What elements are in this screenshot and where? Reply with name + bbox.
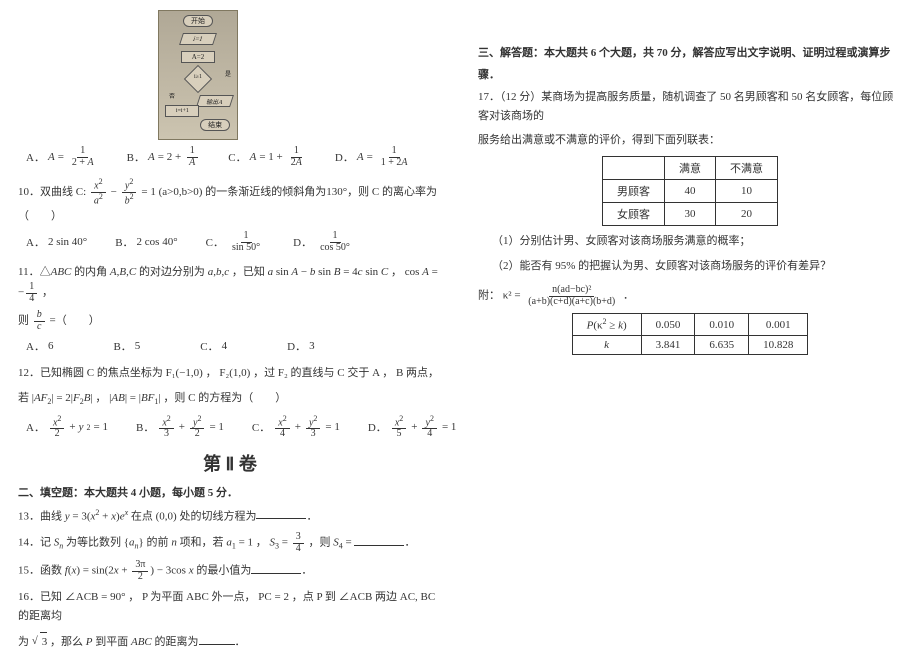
critical-table: P(κ2 ≥ k) 0.050 0.010 0.001 k 3.841 6.63… (572, 313, 809, 355)
q17-sub2: （2）能否有 95% 的把握认为男、女顾客对该商场服务的评价有差异？ (492, 257, 902, 276)
option-b: B．A = 2 + 1A (127, 146, 201, 168)
table-cell: 10.828 (749, 336, 808, 355)
option-d: D．A = 11 + 2A (335, 146, 413, 168)
option-b: B．2 cos 40° (115, 231, 177, 253)
flow-step: A=2 (181, 51, 215, 63)
contingency-table: 满意 不满意 男顾客 40 10 女顾客 30 20 (602, 156, 778, 226)
option-b: B．x23 + y22 = 1 (136, 415, 224, 440)
q14: 14．记 Sn 为等比数列 {an} 的前 n 项和，若 a1 = 1 ， S3… (18, 532, 442, 554)
option-c: C．x24 + y23 = 1 (252, 415, 340, 440)
section3-head-a: 三、解答题：本大题共 6 个大题，共 70 分，解答应写出文字说明、证明过程或演… (478, 44, 902, 60)
flowchart-figure: 开始 i=1 A=2 i≥1 是 否 输出A i=i+1 结束 (158, 10, 238, 140)
option-c: C．4 (200, 338, 227, 354)
q11-stem: 11．△ABC 的内角 A,B,C 的对边分别为 a,b,c ，已知 a sin… (18, 263, 442, 304)
table-cell (603, 157, 665, 180)
table-cell: 10 (716, 180, 778, 203)
option-b: B．5 (113, 338, 140, 354)
option-a: A．x22 + y2 = 1 (26, 415, 108, 440)
table-cell: 满意 (665, 157, 716, 180)
table-cell: 0.001 (749, 314, 808, 336)
option-a: A．6 (26, 338, 53, 354)
option-d: D．1cos 50° (293, 231, 355, 253)
flow-step: i=i+1 (165, 105, 199, 117)
option-a: A．2 sin 40° (26, 231, 87, 253)
q11-options: A．6 B．5 C．4 D．3 (26, 338, 442, 354)
option-a: A．A = 12 + A (26, 146, 99, 168)
table-cell: 0.050 (641, 314, 695, 336)
table-cell: 女顾客 (603, 203, 665, 226)
q9-options: A．A = 12 + A B．A = 2 + 1A C．A = 1 + 12A … (26, 146, 442, 168)
flow-end: 结束 (200, 119, 230, 131)
option-d: D．x25 + y24 = 1 (368, 415, 457, 440)
flow-no: 否 (169, 91, 175, 100)
right-column: 三、解答题：本大题共 6 个大题，共 70 分，解答应写出文字说明、证明过程或演… (460, 0, 920, 651)
q12-stem2: 若 |AF2| = 2|F2B| ， |AB| = |BF1| ，则 C 的方程… (18, 389, 442, 409)
table-cell: 不满意 (716, 157, 778, 180)
q12-options: A．x22 + y2 = 1 B．x23 + y22 = 1 C．x24 + y… (26, 415, 442, 440)
left-column: 开始 i=1 A=2 i≥1 是 否 输出A i=i+1 结束 A．A = 12… (0, 0, 460, 651)
flow-output: 输出A (196, 95, 234, 107)
option-d: D．3 (287, 338, 314, 354)
q16a: 16．已知 ∠ACB = 90° ， P 为平面 ABC 外一点， PC = 2… (18, 588, 442, 625)
section3-head-b: 骤． (478, 66, 902, 82)
q16b: 为 3 ，那么 P 到平面 ABC 的距离为． (18, 632, 442, 651)
q11-stem2: 则 bc =（ ） (18, 310, 442, 332)
section2-head: 二、填空题：本大题共 4 小题，每小题 5 分． (18, 484, 442, 500)
table-cell: P(κ2 ≥ k) (572, 314, 641, 336)
q10-options: A．2 sin 40° B．2 cos 40° C．1sin 50° D．1co… (26, 231, 442, 253)
q13: 13．曲线 y = 3(x2 + x)ex 在点 (0,0) 处的切线方程为． (18, 506, 442, 526)
q17-sub1: （1）分别估计男、女顾客对该商场服务满意的概率； (492, 232, 902, 251)
table-cell: 3.841 (641, 336, 695, 355)
part2-title: 第 Ⅱ 卷 (18, 450, 442, 476)
table-cell: k (572, 336, 641, 355)
table-cell: 0.010 (695, 314, 749, 336)
option-c: C．A = 1 + 12A (228, 146, 307, 168)
q17-line1: 17．（12 分）某商场为提高服务质量，随机调查了 50 名男顾客和 50 名女… (478, 88, 902, 125)
flow-step: i=1 (179, 33, 217, 45)
table-cell: 20 (716, 203, 778, 226)
option-c: C．1sin 50° (206, 231, 266, 253)
flow-start: 开始 (183, 15, 213, 27)
table-cell: 40 (665, 180, 716, 203)
table-cell: 30 (665, 203, 716, 226)
q15: 15．函数 f(x) = sin(2x + 3π2) − 3cos x 的最小值… (18, 560, 442, 582)
q10-stem: 10．双曲线 C: x2a2 − y2b2 = 1 (a>0,b>0) 的一条渐… (18, 178, 442, 225)
q17-line2: 服务给出满意或不满意的评价，得到下面列联表： (478, 131, 902, 150)
table-cell: 男顾客 (603, 180, 665, 203)
flow-yes: 是 (225, 69, 231, 78)
k2-formula: 附： κ² = n(ad−bc)² (a+b)(c+d)(a+c)(b+d) ． (478, 285, 902, 307)
table-cell: 6.635 (695, 336, 749, 355)
q12-stem: 12．已知椭圆 C 的焦点坐标为 F₁(−1,0) ， F₂(1,0) ，过 F… (18, 364, 442, 383)
